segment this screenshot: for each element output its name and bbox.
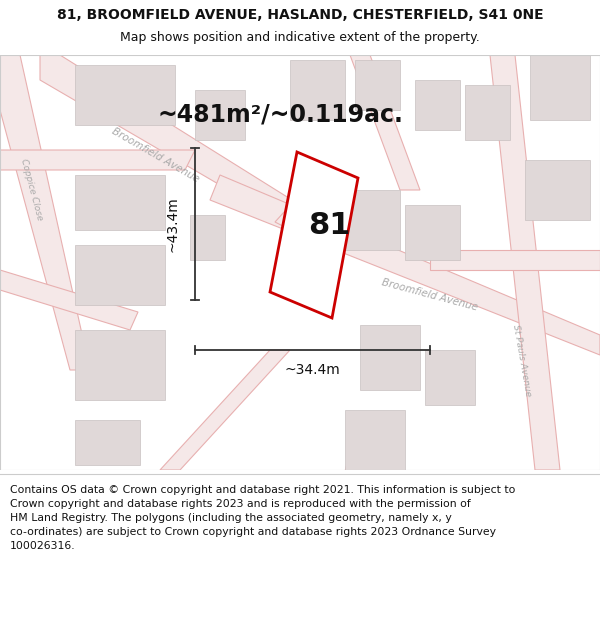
- Text: 81: 81: [308, 211, 350, 239]
- Polygon shape: [290, 60, 345, 120]
- Text: ~43.4m: ~43.4m: [166, 196, 180, 252]
- Polygon shape: [415, 80, 460, 130]
- Polygon shape: [355, 60, 400, 110]
- Polygon shape: [270, 152, 358, 318]
- Text: co-ordinates) are subject to Crown copyright and database rights 2023 Ordnance S: co-ordinates) are subject to Crown copyr…: [10, 527, 496, 537]
- Polygon shape: [75, 420, 140, 465]
- Text: Contains OS data © Crown copyright and database right 2021. This information is : Contains OS data © Crown copyright and d…: [10, 485, 515, 495]
- Text: Crown copyright and database rights 2023 and is reproduced with the permission o: Crown copyright and database rights 2023…: [10, 499, 471, 509]
- Polygon shape: [0, 55, 90, 370]
- Polygon shape: [275, 200, 330, 240]
- Polygon shape: [0, 150, 195, 170]
- Polygon shape: [530, 55, 590, 120]
- Text: 81, BROOMFIELD AVENUE, HASLAND, CHESTERFIELD, S41 0NE: 81, BROOMFIELD AVENUE, HASLAND, CHESTERF…: [56, 8, 544, 22]
- Polygon shape: [75, 65, 175, 125]
- Polygon shape: [490, 55, 560, 470]
- Text: 100026316.: 100026316.: [10, 541, 76, 551]
- Text: Map shows position and indicative extent of the property.: Map shows position and indicative extent…: [120, 31, 480, 44]
- Polygon shape: [40, 55, 300, 220]
- Polygon shape: [190, 215, 225, 260]
- Text: Coppice Close: Coppice Close: [19, 158, 44, 222]
- Polygon shape: [525, 160, 590, 220]
- Text: HM Land Registry. The polygons (including the associated geometry, namely x, y: HM Land Registry. The polygons (includin…: [10, 513, 452, 523]
- Polygon shape: [360, 325, 420, 390]
- Text: Broomfield Avenue: Broomfield Avenue: [110, 126, 200, 184]
- Polygon shape: [210, 175, 600, 355]
- Polygon shape: [405, 205, 460, 260]
- Polygon shape: [0, 270, 138, 330]
- Text: ~481m²/~0.119ac.: ~481m²/~0.119ac.: [157, 103, 403, 127]
- Text: ~34.4m: ~34.4m: [284, 363, 340, 377]
- Polygon shape: [430, 250, 600, 270]
- Text: Broomfield Avenue: Broomfield Avenue: [381, 278, 479, 312]
- Polygon shape: [350, 55, 420, 190]
- Polygon shape: [342, 419, 443, 625]
- Polygon shape: [465, 85, 510, 140]
- Text: St Pauls Avenue: St Pauls Avenue: [511, 323, 533, 397]
- Polygon shape: [160, 350, 290, 470]
- Polygon shape: [340, 190, 400, 250]
- Polygon shape: [195, 90, 245, 140]
- Polygon shape: [75, 175, 165, 230]
- Polygon shape: [75, 245, 165, 305]
- Polygon shape: [425, 350, 475, 405]
- Polygon shape: [75, 330, 165, 400]
- Polygon shape: [345, 410, 405, 470]
